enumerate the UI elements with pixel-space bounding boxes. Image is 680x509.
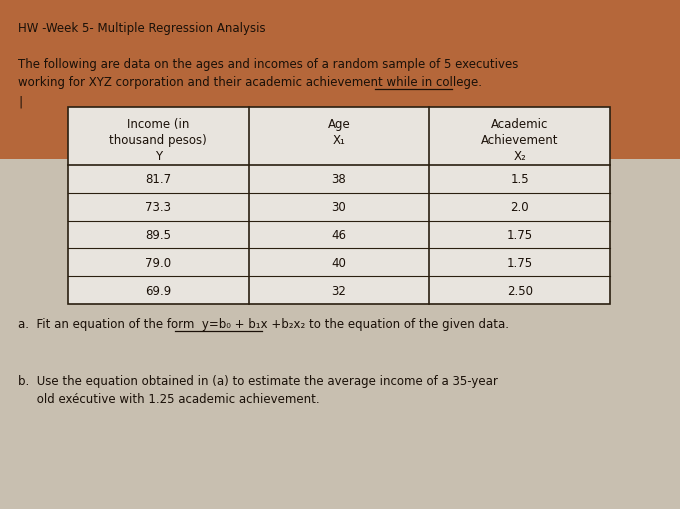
Text: Achievement: Achievement (481, 134, 558, 147)
Text: X₁: X₁ (333, 134, 345, 147)
Text: 38: 38 (332, 173, 346, 186)
Text: Age: Age (328, 118, 350, 131)
Text: old exécutive with 1.25 academic achievement.: old exécutive with 1.25 academic achieve… (18, 392, 320, 405)
Text: b.  Use the equation obtained in (a) to estimate the average income of a 35-year: b. Use the equation obtained in (a) to e… (18, 374, 498, 387)
Text: |: | (18, 96, 22, 109)
Text: 81.7: 81.7 (146, 173, 171, 186)
Text: 79.0: 79.0 (146, 257, 171, 269)
Text: 30: 30 (332, 201, 346, 214)
Text: 32: 32 (332, 284, 346, 297)
Bar (0, 0, 680, 160)
Text: 69.9: 69.9 (146, 284, 171, 297)
Bar (0, 0, 680, 160)
Text: HW -Week 5- Multiple Regression Analysis: HW -Week 5- Multiple Regression Analysis (18, 22, 266, 35)
Text: 40: 40 (332, 257, 346, 269)
Text: 46: 46 (332, 229, 347, 242)
Text: 1.75: 1.75 (507, 229, 532, 242)
Text: Y: Y (155, 150, 162, 163)
Text: 2.0: 2.0 (511, 201, 529, 214)
Text: X₂: X₂ (513, 150, 526, 163)
Text: 1.75: 1.75 (507, 257, 532, 269)
Text: 89.5: 89.5 (146, 229, 171, 242)
Text: 2.50: 2.50 (507, 284, 532, 297)
Text: working for XYZ corporation and their academic achievement while in college.: working for XYZ corporation and their ac… (18, 76, 482, 89)
Text: 1.5: 1.5 (511, 173, 529, 186)
Text: Income (in: Income (in (127, 118, 190, 131)
Bar (68, 108, 610, 304)
Text: a.  Fit an equation of the form  y=b₀ + b₁x +b₂x₂ to the equation of the given d: a. Fit an equation of the form y=b₀ + b₁… (18, 318, 509, 330)
Text: Academic: Academic (491, 118, 548, 131)
Text: The following are data on the ages and incomes of a random sample of 5 executive: The following are data on the ages and i… (18, 58, 518, 71)
Text: thousand pesos): thousand pesos) (109, 134, 207, 147)
Text: 73.3: 73.3 (146, 201, 171, 214)
